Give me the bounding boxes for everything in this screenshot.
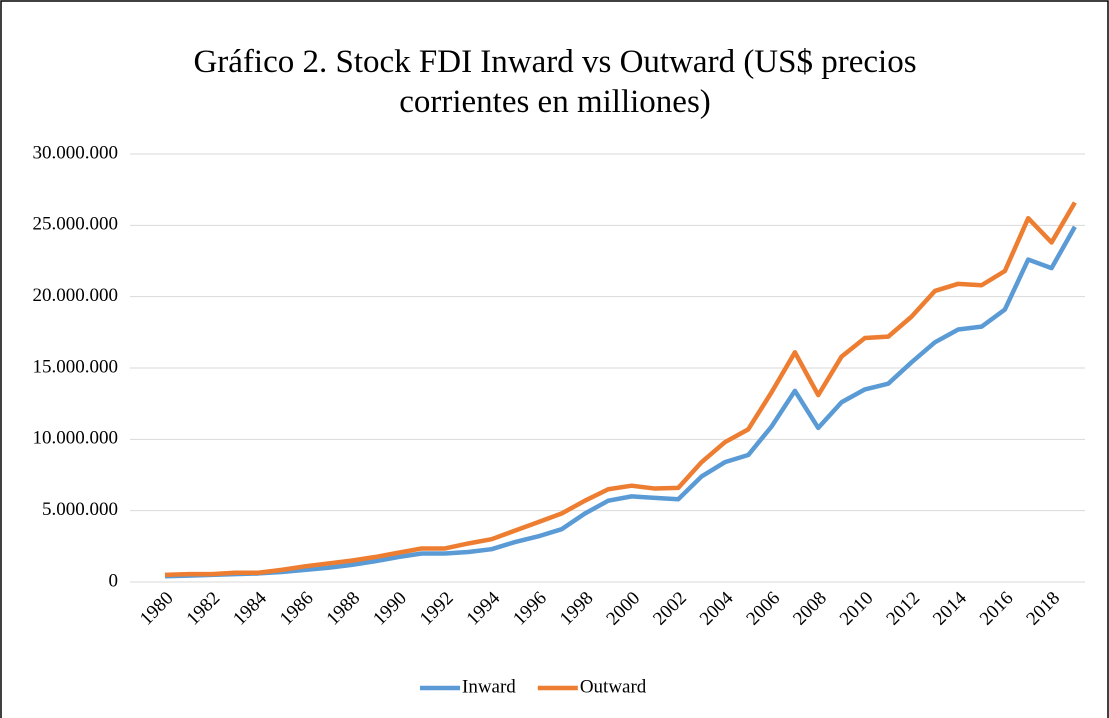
- chart-title: Gráfico 2. Stock FDI Inward vs Outward (…: [193, 44, 917, 120]
- y-tick-label: 10.000.000: [33, 428, 119, 449]
- x-tick-label: 1994: [463, 587, 505, 629]
- legend-label: Inward: [462, 676, 516, 697]
- x-tick-label: 2010: [836, 588, 878, 630]
- x-tick-label: 2004: [696, 587, 738, 629]
- x-tick-label: 2018: [1022, 588, 1064, 630]
- x-tick-label: 2014: [929, 587, 971, 629]
- x-tick-label: 1990: [369, 588, 411, 630]
- x-tick-label: 2008: [789, 588, 831, 630]
- x-tick-label: 1996: [509, 588, 551, 630]
- y-tick-label: 0: [109, 570, 119, 591]
- line-series: [164, 201, 1077, 578]
- x-tick-label: 2002: [649, 588, 691, 630]
- y-tick-label: 20.000.000: [33, 285, 119, 306]
- line-series: [164, 225, 1077, 579]
- x-tick-label: 1992: [416, 588, 458, 630]
- x-tick-label: 1984: [229, 587, 271, 629]
- x-tick-label: 1986: [276, 588, 318, 630]
- x-tick-label: 2012: [882, 588, 924, 630]
- x-tick-label: 1982: [183, 588, 225, 630]
- x-tick-label: 1980: [136, 588, 178, 630]
- y-tick-label: 25.000.000: [33, 214, 119, 235]
- legend-label: Outward: [580, 676, 647, 697]
- x-tick-label: 2006: [742, 588, 784, 630]
- x-tick-label: 1988: [323, 588, 365, 630]
- x-tick-label: 1998: [556, 588, 598, 630]
- y-tick-label: 30.000.000: [33, 142, 119, 163]
- x-tick-label: 2000: [602, 588, 644, 630]
- x-tick-label: 2016: [976, 588, 1018, 630]
- y-tick-label: 5.000.000: [42, 499, 118, 520]
- y-tick-label: 15.000.000: [33, 356, 119, 377]
